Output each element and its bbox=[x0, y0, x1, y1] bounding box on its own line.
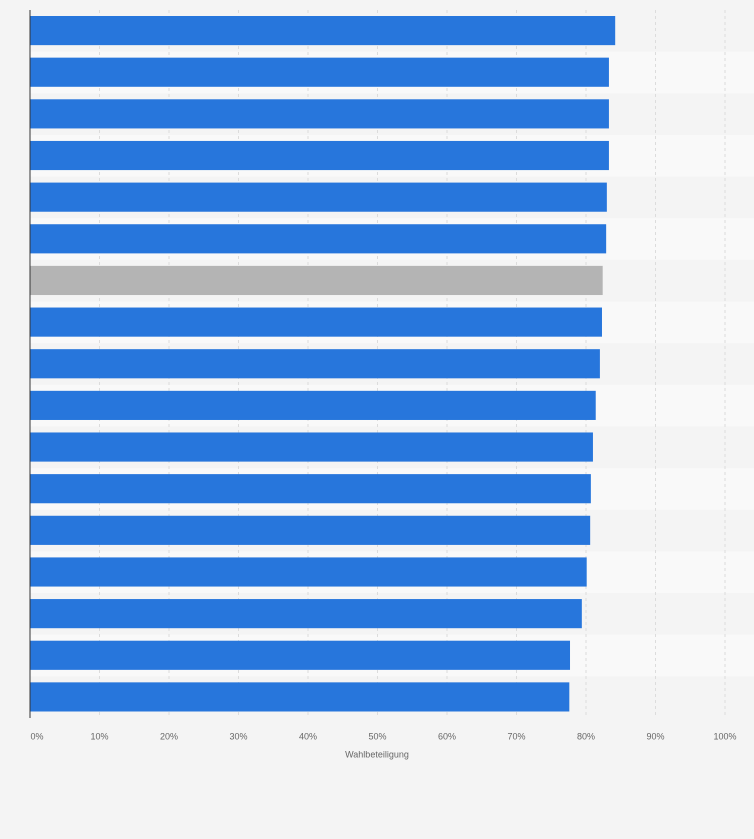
x-tick-label: 10% bbox=[90, 731, 108, 741]
bar bbox=[30, 140, 609, 171]
x-tick-label: 90% bbox=[646, 731, 664, 741]
x-tick-label: 50% bbox=[368, 731, 386, 741]
x-tick-label: 20% bbox=[160, 731, 178, 741]
x-tick-label: 100% bbox=[713, 731, 736, 741]
bar bbox=[30, 599, 582, 629]
x-tick-label: 60% bbox=[438, 731, 456, 741]
bar bbox=[30, 557, 587, 587]
bar bbox=[30, 432, 593, 462]
x-tick-label: 80% bbox=[577, 731, 595, 741]
bar bbox=[30, 182, 607, 212]
x-tick-label: 0% bbox=[30, 731, 43, 741]
bar bbox=[30, 16, 616, 46]
bar bbox=[30, 640, 571, 670]
bar bbox=[30, 474, 591, 504]
bar bbox=[30, 682, 570, 712]
bar bbox=[30, 57, 609, 87]
bar bbox=[30, 307, 602, 337]
bar bbox=[30, 99, 609, 129]
bar bbox=[30, 265, 603, 296]
x-axis-label: Wahlbeteiligung bbox=[345, 749, 409, 759]
bar bbox=[30, 349, 600, 379]
bar bbox=[30, 224, 607, 254]
x-tick-label: 30% bbox=[229, 731, 247, 741]
x-tick-label: 70% bbox=[507, 731, 525, 741]
bar bbox=[30, 515, 591, 545]
bar bbox=[30, 390, 596, 420]
x-tick-label: 40% bbox=[299, 731, 317, 741]
